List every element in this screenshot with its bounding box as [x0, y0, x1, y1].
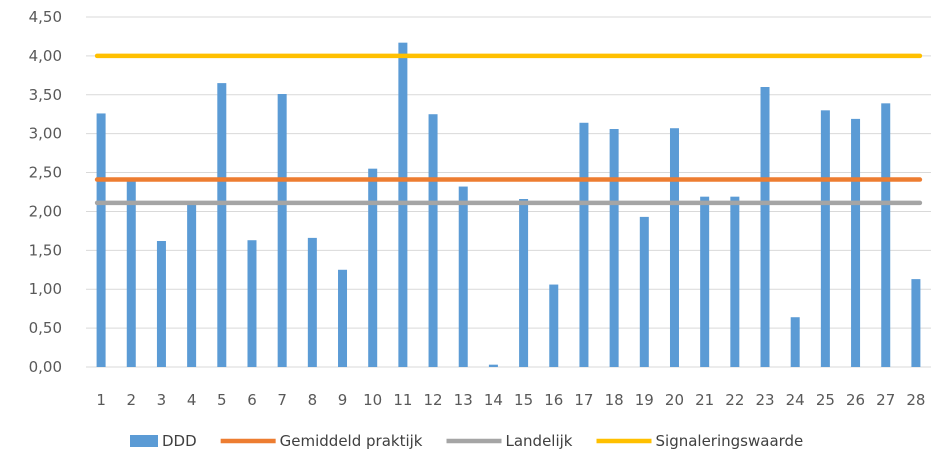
x-tick-label: 10	[363, 391, 382, 409]
x-tick-label: 11	[393, 391, 412, 409]
x-tick-label: 17	[574, 391, 593, 409]
x-axis-ticks: 1 2 3 4 5 6 7 8 9 10 11 12 13 14 15 16 17 18 19 20 21 22 23 24 2…	[96, 391, 925, 409]
y-tick-label: 3,00	[29, 125, 62, 143]
y-tick-label: 4,00	[29, 47, 62, 65]
y-tick-label: 3,50	[29, 86, 62, 104]
bar	[669, 128, 679, 367]
reference-lines	[94, 53, 923, 206]
x-tick-label: 21	[695, 391, 714, 409]
x-tick-label: 28	[906, 391, 925, 409]
bar	[307, 237, 317, 367]
x-tick-label: 1	[96, 391, 106, 409]
y-tick-label: 0,00	[29, 358, 62, 376]
y-tick-label: 1,50	[29, 241, 62, 259]
x-tick-label: 18	[605, 391, 624, 409]
y-tick-label: 1,00	[29, 280, 62, 298]
x-tick-label: 25	[816, 391, 835, 409]
bar	[851, 118, 861, 367]
gridlines	[86, 16, 931, 368]
y-tick-label: 2,00	[29, 202, 62, 220]
x-tick-label: 2	[126, 391, 136, 409]
x-tick-label: 22	[725, 391, 744, 409]
x-tick-label: 14	[484, 391, 503, 409]
x-tick-label: 6	[247, 391, 257, 409]
x-tick-label: 12	[424, 391, 443, 409]
x-tick-label: 19	[635, 391, 654, 409]
x-tick-label: 15	[514, 391, 533, 409]
legend-label: Landelijk	[506, 432, 573, 450]
x-tick-label: 8	[308, 391, 318, 409]
bar	[881, 103, 891, 367]
x-tick-label: 4	[187, 391, 197, 409]
y-tick-label: 4,50	[29, 8, 62, 26]
bar	[126, 181, 136, 367]
bar	[911, 279, 921, 367]
bar	[156, 241, 166, 367]
bar	[519, 199, 529, 367]
y-axis-ticks: 0,00 0,50 1,00 1,50 2,00 2,50 3,00 3,50 4,00 4,50	[29, 8, 62, 376]
legend: DDD Gemiddeld praktijk Landelijk Signalerin…	[130, 432, 803, 450]
bar	[96, 113, 106, 367]
bar	[790, 317, 800, 367]
bar	[730, 196, 740, 367]
bar	[187, 204, 197, 367]
bar	[338, 269, 348, 367]
legend-label: DDD	[162, 432, 197, 450]
bar	[760, 87, 770, 367]
x-tick-label: 16	[544, 391, 563, 409]
bar	[579, 122, 589, 368]
legend-label: Gemiddeld praktijk	[280, 432, 423, 450]
x-tick-label: 27	[876, 391, 895, 409]
bar	[247, 240, 257, 367]
x-tick-label: 7	[277, 391, 287, 409]
bar	[549, 284, 559, 367]
bar	[428, 114, 438, 367]
legend-swatch	[130, 435, 158, 447]
bar	[820, 110, 830, 367]
x-tick-label: 20	[665, 391, 684, 409]
x-tick-label: 24	[786, 391, 805, 409]
bar	[277, 94, 287, 367]
bar	[609, 129, 619, 367]
x-tick-label: 9	[338, 391, 348, 409]
bar	[488, 364, 498, 367]
bar	[639, 216, 649, 367]
bar	[700, 196, 710, 367]
x-tick-label: 3	[157, 391, 167, 409]
x-tick-label: 23	[755, 391, 774, 409]
legend-label: Signaleringswaarde	[656, 432, 804, 450]
bar	[217, 83, 227, 367]
y-tick-label: 2,50	[29, 164, 62, 182]
x-tick-label: 13	[454, 391, 473, 409]
bar	[368, 168, 378, 367]
x-tick-label: 5	[217, 391, 227, 409]
x-tick-label: 26	[846, 391, 865, 409]
bar	[458, 186, 468, 367]
y-tick-label: 0,50	[29, 319, 62, 337]
